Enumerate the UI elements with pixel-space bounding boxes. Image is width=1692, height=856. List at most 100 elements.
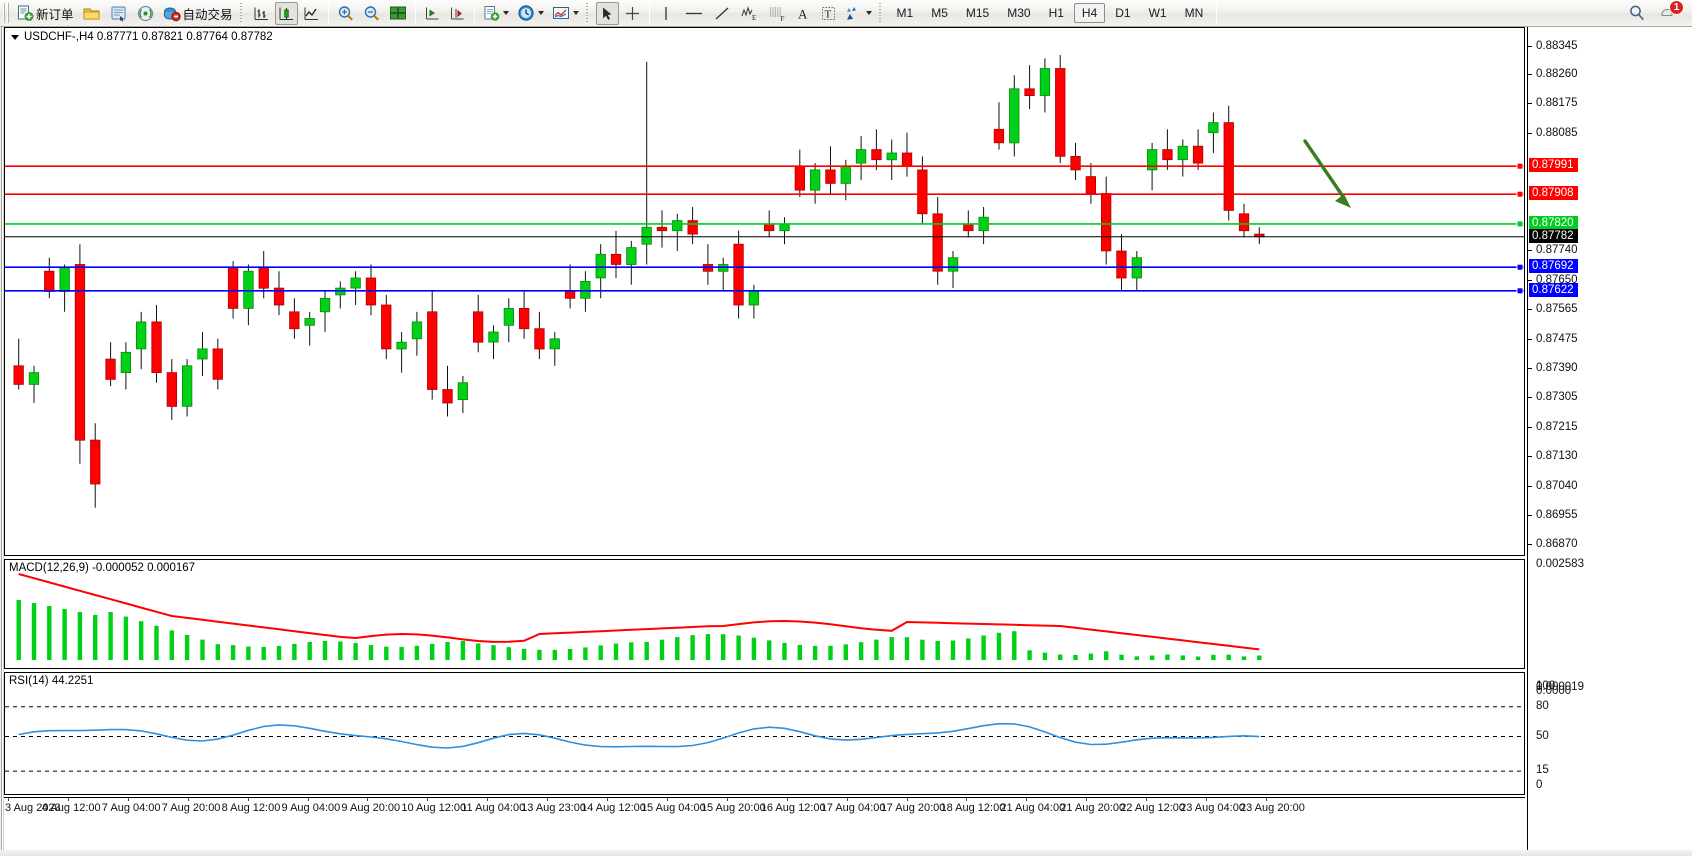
price-axis-chip-0-87908[interactable]: 0.87908: [1529, 186, 1578, 201]
bar-chart-button[interactable]: [250, 2, 273, 25]
tile-windows-button[interactable]: [386, 2, 410, 25]
toolbar-separator-5: [1216, 3, 1218, 23]
trendline-button[interactable]: [710, 2, 734, 25]
time-axis-tick: [8, 798, 9, 801]
toolbar-grip[interactable]: [3, 3, 10, 23]
rsi-axis-label: 0: [1536, 779, 1543, 791]
price-axis-label: 0.87475: [1536, 333, 1578, 346]
new-order-button[interactable]: 新订单: [14, 2, 77, 25]
elliott-wave-button[interactable]: E: [736, 2, 762, 25]
timeframe-w1[interactable]: W1: [1148, 6, 1167, 20]
chart-area[interactable]: USDCHF-,H4 0.87771 0.87821 0.87764 0.877…: [0, 27, 1692, 856]
price-axis-label: 0.88085: [1536, 127, 1578, 140]
collapse-triangle-icon[interactable]: [11, 34, 19, 40]
zoom-out-button[interactable]: [360, 2, 384, 25]
folder-button[interactable]: [79, 2, 104, 25]
vertical-line-button[interactable]: [655, 2, 678, 25]
auto-trading-label: 自动交易: [182, 7, 233, 22]
price-axis-chip-0-87622[interactable]: 0.87622: [1529, 282, 1578, 297]
chevron-down-icon[interactable]: [502, 11, 509, 15]
terminal-button[interactable]: [106, 2, 131, 25]
rsi-axis-label: 100: [1536, 680, 1556, 692]
time-axis-tick: [786, 798, 788, 801]
templates-button[interactable]: [480, 2, 512, 25]
candlestick-chart-button[interactable]: [274, 1, 298, 25]
time-axis-tick: [906, 798, 908, 801]
price-axis-label: 0.87740: [1536, 243, 1578, 256]
vertical-line-icon: [665, 6, 667, 20]
price-chart-panel[interactable]: USDCHF-,H4 0.87771 0.87821 0.87764 0.877…: [4, 27, 1525, 556]
time-axis-tick: [1026, 798, 1028, 801]
horizontal-line-button[interactable]: [680, 2, 708, 25]
time-axis-tick: [247, 798, 249, 801]
toolbar-separator: [327, 3, 329, 23]
chevron-down-icon-3[interactable]: [572, 11, 579, 15]
time-axis-tick: [726, 798, 728, 801]
timeframe-m5[interactable]: M5: [931, 6, 948, 20]
text-label-button[interactable]: T: [817, 2, 840, 25]
price-axis-tick: [1528, 309, 1532, 311]
toolbar-grip-4[interactable]: [876, 3, 885, 23]
price-axis-chip-0-87692[interactable]: 0.87692: [1529, 259, 1578, 274]
timeframe-mn[interactable]: MN: [1184, 6, 1204, 20]
macd-axis-label: 0.000019: [1536, 681, 1584, 693]
macd-panel[interactable]: MACD(12,26,9) -0.000052 0.000167: [4, 559, 1525, 669]
toolbar-grip-3[interactable]: [583, 3, 592, 23]
price-axis-label: 0.87565: [1536, 303, 1578, 316]
price-axis-chip-0-87782[interactable]: 0.87782: [1529, 228, 1578, 243]
indicators-button[interactable]: [549, 2, 582, 25]
time-axis-tick: [547, 798, 549, 801]
zoom-in-button[interactable]: [334, 2, 358, 25]
signal-button[interactable]: [133, 2, 158, 25]
search-button[interactable]: [1625, 2, 1649, 25]
timeframe-m15[interactable]: M15: [965, 6, 990, 20]
price-axis-tick: [1528, 368, 1532, 370]
chevron-down-icon-2[interactable]: [537, 11, 544, 15]
timeframe-h4[interactable]: H4: [1073, 3, 1106, 23]
time-axis-tick: [127, 798, 129, 801]
rsi-header: RSI(14) 44.2251: [9, 675, 94, 687]
down-arrow-annotation: [1303, 139, 1351, 208]
rsi-panel[interactable]: RSI(14) 44.2251: [4, 672, 1525, 795]
toolbar-grip-2[interactable]: [237, 3, 246, 23]
auto-scroll-button[interactable]: [446, 2, 469, 25]
timeframe-m30[interactable]: M30: [1007, 6, 1031, 20]
macd-header: MACD(12,26,9) -0.000052 0.000167: [9, 562, 196, 574]
cursor-icon: [603, 7, 612, 20]
svg-text:T: T: [824, 8, 831, 20]
signal-icon: [137, 5, 153, 21]
timeframe-d1[interactable]: D1: [1115, 6, 1131, 20]
notifications-button[interactable]: 1: [1656, 0, 1684, 25]
svg-text:F: F: [780, 15, 784, 22]
horizontal-scrollbar[interactable]: [0, 850, 1692, 856]
time-axis[interactable]: 3 Aug 2023 4 Aug 12:00 7 Aug 04:00 7 Aug 20…: [4, 797, 1525, 819]
elliott-wave-icon: E: [741, 6, 756, 22]
price-axis[interactable]: 0.88345 0.88260 0.88175 0.88085 0.87991 0.879…: [1527, 27, 1692, 856]
timeframe-h1[interactable]: H1: [1048, 6, 1064, 20]
auto-trading-button[interactable]: 自动交易: [160, 2, 236, 25]
crosshair-button[interactable]: [621, 2, 644, 25]
shapes-button[interactable]: [842, 2, 875, 25]
timeframe-m1[interactable]: M1: [896, 6, 914, 20]
time-axis-label: 21 Aug 20:00: [1060, 802, 1126, 814]
price-chart-canvas[interactable]: [5, 28, 1524, 555]
line-chart-button[interactable]: [300, 2, 323, 25]
macd-series: [16, 573, 1262, 660]
fibonacci-icon: F: [769, 7, 784, 22]
svg-text:A: A: [798, 6, 808, 21]
text-button[interactable]: A: [792, 2, 815, 25]
chevron-down-icon-4[interactable]: [865, 11, 872, 15]
time-axis-label: 22 Aug 12:00: [1120, 802, 1186, 814]
fibonacci-button[interactable]: F: [764, 2, 790, 25]
cursor-button[interactable]: [595, 1, 619, 25]
price-axis-chip-0-87820[interactable]: 0.87820: [1529, 215, 1578, 230]
price-axis-chip-0-87991[interactable]: 0.87991: [1529, 158, 1578, 173]
price-axis-label: 0.87130: [1536, 450, 1578, 463]
time-axis-tick: [1146, 798, 1148, 801]
rsi-canvas[interactable]: [5, 673, 1524, 794]
macd-canvas[interactable]: [5, 560, 1524, 668]
price-axis-label: 0.87040: [1536, 480, 1578, 493]
templates-icon: [484, 5, 499, 21]
periodicity-button[interactable]: [514, 2, 547, 25]
shift-end-button[interactable]: [421, 2, 444, 25]
